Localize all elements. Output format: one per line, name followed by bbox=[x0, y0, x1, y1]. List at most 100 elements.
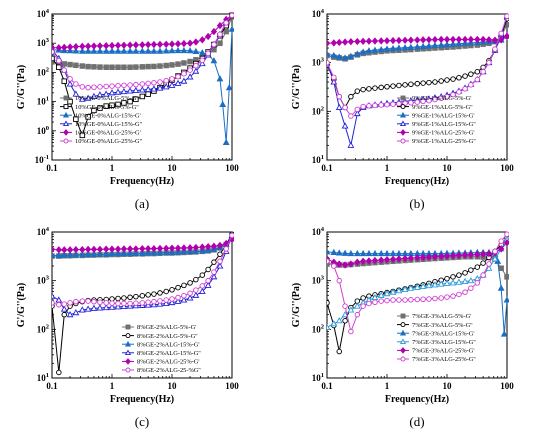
x-tick-label: 10 bbox=[168, 381, 178, 391]
data-point bbox=[168, 298, 176, 306]
panel-caption: (b) bbox=[409, 196, 424, 211]
data-point bbox=[455, 251, 463, 260]
data-point bbox=[468, 82, 474, 88]
data-point bbox=[396, 297, 402, 303]
data-point bbox=[156, 249, 164, 256]
data-point bbox=[414, 99, 421, 105]
data-point bbox=[211, 46, 217, 53]
legend-swatch-marker bbox=[400, 313, 406, 319]
data-point bbox=[468, 267, 474, 273]
data-point bbox=[432, 295, 438, 302]
data-point bbox=[151, 291, 157, 297]
data-point bbox=[132, 41, 139, 49]
data-point bbox=[486, 261, 492, 267]
data-point bbox=[395, 287, 403, 294]
data-point bbox=[492, 248, 498, 255]
data-point bbox=[163, 62, 169, 69]
data-point bbox=[181, 60, 187, 66]
series-markers-3 bbox=[52, 25, 234, 145]
y-tick-label: 103 bbox=[37, 37, 50, 48]
data-point bbox=[163, 297, 169, 303]
data-point bbox=[485, 264, 493, 271]
data-point bbox=[121, 295, 127, 301]
data-point bbox=[327, 300, 330, 306]
data-point bbox=[126, 245, 134, 253]
data-point bbox=[96, 91, 104, 98]
data-point bbox=[115, 295, 121, 302]
data-point bbox=[192, 291, 200, 298]
data-point bbox=[84, 94, 92, 101]
data-point bbox=[73, 81, 79, 87]
data-point bbox=[474, 76, 481, 83]
data-point bbox=[330, 39, 337, 47]
legend: 9%GE-1%ALG-5%-G'9%GE-1%ALG-5%-G''9%GE-1%… bbox=[397, 95, 476, 145]
data-point bbox=[360, 103, 366, 110]
data-point bbox=[437, 280, 445, 287]
data-point bbox=[354, 311, 361, 318]
data-point bbox=[443, 40, 451, 48]
y-tick-label: 104 bbox=[37, 8, 50, 19]
data-point bbox=[413, 43, 421, 50]
data-point bbox=[211, 269, 217, 275]
data-point bbox=[103, 103, 109, 109]
data-point bbox=[103, 245, 110, 253]
data-point bbox=[61, 78, 67, 84]
data-point bbox=[444, 294, 450, 300]
data-point bbox=[432, 96, 438, 103]
data-point bbox=[480, 35, 487, 44]
data-point bbox=[330, 51, 338, 59]
legend-swatch-marker bbox=[125, 367, 131, 373]
data-point bbox=[450, 274, 456, 280]
data-point bbox=[168, 81, 176, 88]
data-point bbox=[115, 64, 121, 71]
data-point bbox=[389, 288, 397, 295]
data-point bbox=[168, 47, 176, 54]
data-point bbox=[61, 43, 68, 52]
y-axis-label: G'/G''(Pa) bbox=[291, 283, 302, 327]
data-point bbox=[66, 310, 74, 318]
data-point bbox=[91, 84, 97, 91]
y-tick-label: 103 bbox=[312, 275, 325, 286]
data-point bbox=[331, 263, 337, 269]
data-point bbox=[407, 43, 415, 50]
legend-entry-3: 10%GE-0%ALG-15%-G' bbox=[75, 112, 141, 119]
data-point bbox=[151, 80, 157, 86]
legend-entry-4: 10%GE-0%ALG-15%-G'' bbox=[75, 121, 142, 128]
data-point bbox=[420, 80, 426, 86]
data-point bbox=[186, 39, 194, 47]
data-point bbox=[205, 277, 211, 284]
data-point bbox=[108, 303, 116, 310]
data-point bbox=[491, 36, 499, 44]
y-tick-label: 102 bbox=[312, 323, 324, 334]
legend-swatch-marker bbox=[399, 329, 407, 336]
legend-entry-2: 10%GE-0%ALG-5%-G'' bbox=[75, 104, 139, 111]
panel-b: 0.1 1 10 100 101 102 103 104 Frequency(Hz) G'/G''… bbox=[275, 0, 550, 218]
data-point bbox=[491, 255, 499, 262]
data-point bbox=[365, 257, 373, 265]
data-point bbox=[192, 67, 200, 74]
data-point bbox=[109, 64, 115, 71]
data-point bbox=[96, 250, 104, 257]
data-point bbox=[450, 91, 456, 98]
data-point bbox=[145, 40, 152, 49]
data-point bbox=[198, 287, 206, 294]
data-point bbox=[66, 43, 74, 51]
data-point bbox=[366, 86, 372, 92]
data-point bbox=[204, 281, 212, 288]
data-point bbox=[91, 298, 97, 305]
data-point bbox=[79, 245, 86, 254]
data-point bbox=[432, 79, 438, 85]
data-point bbox=[120, 47, 128, 54]
data-point bbox=[138, 249, 146, 256]
data-point bbox=[133, 81, 139, 88]
data-point bbox=[504, 231, 509, 237]
data-point bbox=[341, 261, 349, 269]
data-point bbox=[163, 244, 170, 253]
data-point bbox=[462, 270, 468, 276]
data-point bbox=[468, 285, 474, 291]
data-point bbox=[467, 35, 474, 44]
data-point bbox=[414, 80, 421, 87]
data-point bbox=[138, 86, 146, 93]
data-point bbox=[72, 308, 80, 316]
data-point bbox=[348, 328, 354, 335]
